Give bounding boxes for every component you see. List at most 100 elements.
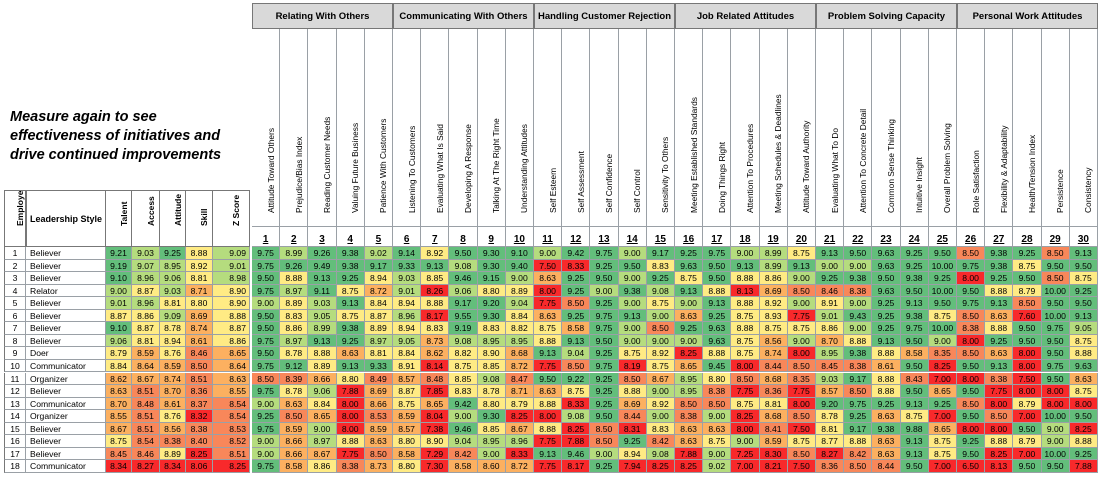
score-value: 8.00 <box>1013 359 1042 373</box>
score-value: 8.25 <box>731 410 760 423</box>
score-value: 8.00 <box>1013 385 1042 398</box>
score-value: 10.00 <box>928 284 957 298</box>
question-label: Attention To Procedures <box>744 123 755 213</box>
score-value: 8.39 <box>280 372 309 386</box>
question-label: Evaluating What To Do <box>829 127 840 213</box>
metric-value: 8.96 <box>132 297 160 310</box>
score-value: 9.50 <box>703 272 732 285</box>
score-value: 7.88 <box>562 435 591 448</box>
score-value: 8.65 <box>928 385 957 398</box>
score-value: 8.65 <box>308 410 337 423</box>
metric-value: 9.07 <box>132 259 160 273</box>
question-header: Prejudice/Bias Index <box>280 29 309 227</box>
score-value: 8.31 <box>618 422 647 436</box>
score-value: 9.42 <box>562 247 591 260</box>
score-value: 8.50 <box>562 297 591 310</box>
score-value: 8.58 <box>449 460 478 473</box>
score-value: 8.75 <box>449 359 478 373</box>
score-value: 9.50 <box>1013 272 1042 285</box>
score-value: 9.63 <box>872 284 901 298</box>
metric-value: 8.70 <box>106 397 132 411</box>
score-value: 9.42 <box>449 397 478 411</box>
question-label: Flexibility & Adaptability <box>998 125 1009 213</box>
score-value: 8.33 <box>562 397 591 411</box>
score-value: 9.25 <box>590 297 619 310</box>
score-value: 8.99 <box>308 322 337 335</box>
question-number: 24 <box>900 227 929 247</box>
score-value: 8.38 <box>957 322 986 335</box>
score-value: 9.06 <box>308 385 337 398</box>
score-value: 9.13 <box>900 447 929 461</box>
score-value: 9.50 <box>449 247 478 260</box>
score-value: 8.25 <box>1069 422 1098 436</box>
employee-number: 14 <box>4 410 26 423</box>
score-value: 9.25 <box>957 435 986 448</box>
score-value: 8.88 <box>872 385 901 398</box>
score-value: 8.57 <box>393 372 422 386</box>
score-value: 8.92 <box>759 297 788 310</box>
score-value: 9.75 <box>252 284 281 298</box>
question-number: 4 <box>336 227 365 247</box>
score-value: 8.63 <box>872 410 901 423</box>
score-value: 9.75 <box>900 322 929 335</box>
score-value: 8.56 <box>759 334 788 348</box>
score-value: 8.89 <box>364 322 393 335</box>
score-value: 8.00 <box>957 272 986 285</box>
score-value: 8.60 <box>477 460 506 473</box>
score-value: 8.00 <box>1013 347 1042 360</box>
score-value: 8.75 <box>731 397 760 411</box>
score-value: 8.50 <box>590 422 619 436</box>
score-value: 8.68 <box>759 410 788 423</box>
score-value: 9.00 <box>618 247 647 260</box>
score-value: 8.75 <box>759 322 788 335</box>
score-value: 8.88 <box>872 372 901 386</box>
score-value: 8.00 <box>985 397 1014 411</box>
score-value: 7.88 <box>675 447 704 461</box>
score-value: 8.95 <box>477 435 506 448</box>
score-value: 9.03 <box>816 372 845 386</box>
score-value: 8.88 <box>534 397 563 411</box>
question-label: Consistency <box>1083 167 1094 213</box>
group-header: Handling Customer Rejection <box>534 3 675 29</box>
score-value: 8.88 <box>731 272 760 285</box>
score-value: 9.00 <box>590 284 619 298</box>
score-value: 9.38 <box>872 422 901 436</box>
score-value: 8.75 <box>336 309 365 323</box>
score-value: 8.80 <box>703 372 732 386</box>
score-value: 9.50 <box>1041 259 1070 273</box>
score-value: 8.97 <box>280 334 309 348</box>
score-value: 9.13 <box>308 272 337 285</box>
question-number: 30 <box>1069 227 1098 247</box>
score-value: 9.13 <box>562 334 591 348</box>
question-header: Developing A Response <box>449 29 478 227</box>
score-value: 9.25 <box>675 322 704 335</box>
score-value: 8.88 <box>421 297 450 310</box>
score-value: 8.50 <box>731 372 760 386</box>
score-value: 8.97 <box>364 334 393 348</box>
metric-value: 9.19 <box>106 259 132 273</box>
score-value: 10.00 <box>1041 309 1070 323</box>
score-value: 8.48 <box>421 372 450 386</box>
score-value: 9.08 <box>449 334 478 348</box>
score-value: 9.45 <box>703 359 732 373</box>
score-value: 8.72 <box>364 284 393 298</box>
score-value: 9.75 <box>252 247 281 260</box>
score-value: 9.19 <box>449 322 478 335</box>
score-value: 8.69 <box>618 397 647 411</box>
score-value: 8.04 <box>421 410 450 423</box>
score-value: 9.17 <box>364 259 393 273</box>
score-value: 8.81 <box>759 397 788 411</box>
metric-header-access: Access <box>132 190 160 247</box>
score-value: 9.08 <box>449 259 478 273</box>
score-value: 9.88 <box>900 422 929 436</box>
score-value: 8.99 <box>280 247 309 260</box>
score-value: 9.50 <box>1013 322 1042 335</box>
score-value: 9.13 <box>985 359 1014 373</box>
score-value: 9.13 <box>308 334 337 348</box>
score-value: 8.50 <box>787 359 816 373</box>
question-label: Reading Customer Needs <box>321 116 332 213</box>
score-value: 8.82 <box>449 347 478 360</box>
score-value: 9.17 <box>449 297 478 310</box>
leadership-style: Believer <box>26 447 106 461</box>
